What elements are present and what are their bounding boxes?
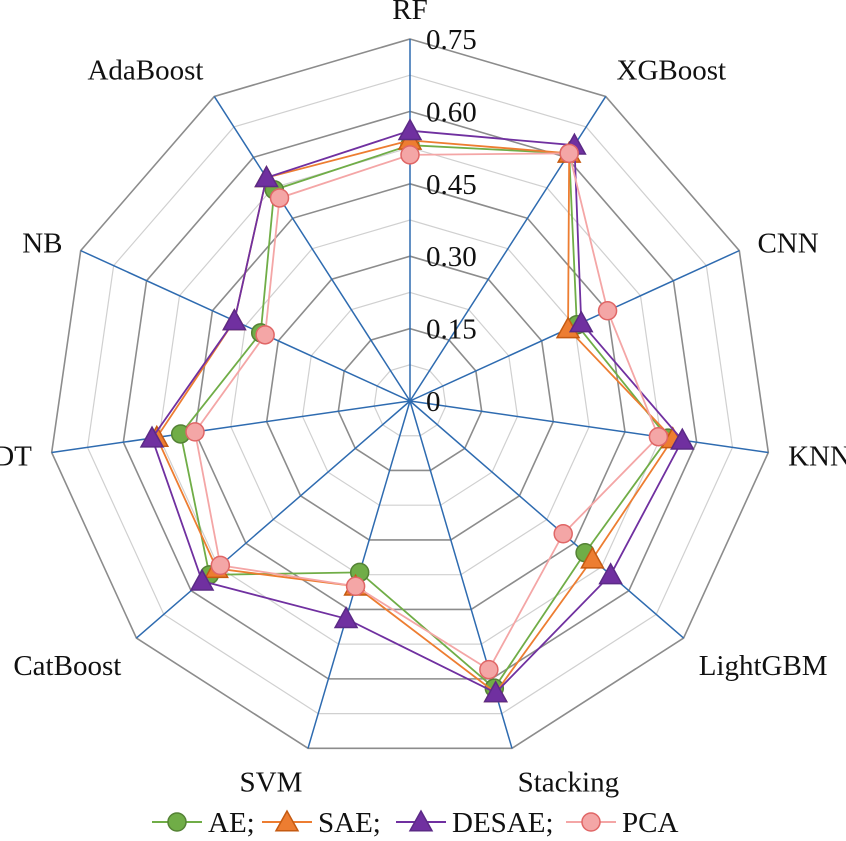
data-point	[597, 301, 618, 321]
series-3	[139, 118, 695, 703]
data-point	[269, 188, 290, 208]
data-point	[333, 606, 359, 629]
data-point	[254, 165, 279, 188]
grid-ring	[122, 110, 698, 680]
category-label: KNN	[788, 440, 846, 472]
radial-tick-label: 0.75	[426, 24, 477, 56]
axis-spoke	[409, 400, 769, 454]
radial-tick-labels: 0 0.15 0.30 0.45 0.60 0.75	[426, 24, 477, 418]
category-label: SVM	[240, 767, 303, 799]
radial-tick-label: 0.30	[426, 241, 477, 273]
axis-spoke	[409, 400, 685, 639]
series-line	[194, 152, 660, 671]
data-point	[568, 310, 594, 333]
legend-item: DESAE;	[396, 807, 554, 839]
radial-tick-label: 0.60	[426, 96, 477, 128]
grid-ring	[50, 38, 770, 750]
axis-spoke	[213, 96, 411, 402]
legend-label: SAE;	[318, 807, 381, 839]
radial-tick-label: 0	[426, 386, 441, 418]
radar-grid	[50, 38, 770, 750]
data-point	[139, 425, 165, 448]
data-point	[189, 568, 215, 591]
grid-ring	[86, 74, 734, 715]
category-label: AdaBoost	[87, 55, 203, 87]
data-point	[580, 546, 605, 569]
grid-ring	[301, 291, 519, 506]
legend: AE; SAE; DESAE; PCA	[152, 807, 678, 839]
legend-marker	[167, 812, 187, 832]
series-1	[170, 135, 678, 698]
category-label: NB	[22, 227, 62, 259]
grid-ring	[265, 255, 555, 541]
legend-label: AE;	[208, 807, 255, 839]
legend-label: DESAE;	[452, 807, 554, 839]
data-point	[648, 426, 669, 447]
legend-item: AE;	[152, 807, 255, 839]
data-point	[559, 143, 579, 164]
grid-ring	[373, 364, 447, 437]
data-point	[397, 118, 423, 141]
data-point	[598, 562, 623, 585]
legend-marker	[274, 809, 300, 832]
data-point	[222, 308, 247, 331]
data-point	[345, 576, 366, 596]
data-point	[185, 422, 205, 442]
data-point	[255, 325, 275, 345]
series-4	[185, 143, 669, 680]
axis-spoke	[80, 249, 411, 402]
grid-ring	[194, 182, 626, 611]
legend-item: PCA	[566, 807, 678, 839]
radial-tick-label: 0.45	[426, 169, 477, 201]
data-point	[483, 680, 508, 703]
data-point	[479, 659, 499, 680]
axis-spoke	[135, 400, 411, 639]
data-series	[139, 118, 695, 703]
series-line	[151, 129, 684, 694]
category-labels: RF XGBoost CNN KNN LightGBM Stacking SVM CatBoo…	[0, 0, 846, 799]
category-label: Stacking	[518, 767, 620, 799]
axis-spoke	[51, 400, 411, 454]
category-label: XGBoost	[617, 55, 727, 87]
grid-ring	[158, 146, 662, 645]
grid-ring	[230, 219, 590, 576]
data-point	[670, 427, 695, 450]
category-label: DT	[0, 440, 32, 472]
data-point	[400, 145, 420, 165]
category-label: LightGBM	[699, 650, 828, 682]
radial-tick-label: 0.15	[426, 314, 477, 346]
category-label: CNN	[757, 227, 818, 259]
legend-marker	[408, 809, 434, 832]
data-point	[553, 524, 573, 544]
category-label: RF	[392, 0, 427, 26]
legend-item: SAE;	[262, 807, 381, 839]
data-point	[210, 555, 231, 576]
series-line	[179, 144, 670, 690]
legend-marker	[581, 812, 601, 832]
category-label: CatBoost	[13, 650, 121, 682]
grid-ring	[337, 327, 483, 472]
legend-label: PCA	[622, 807, 678, 839]
